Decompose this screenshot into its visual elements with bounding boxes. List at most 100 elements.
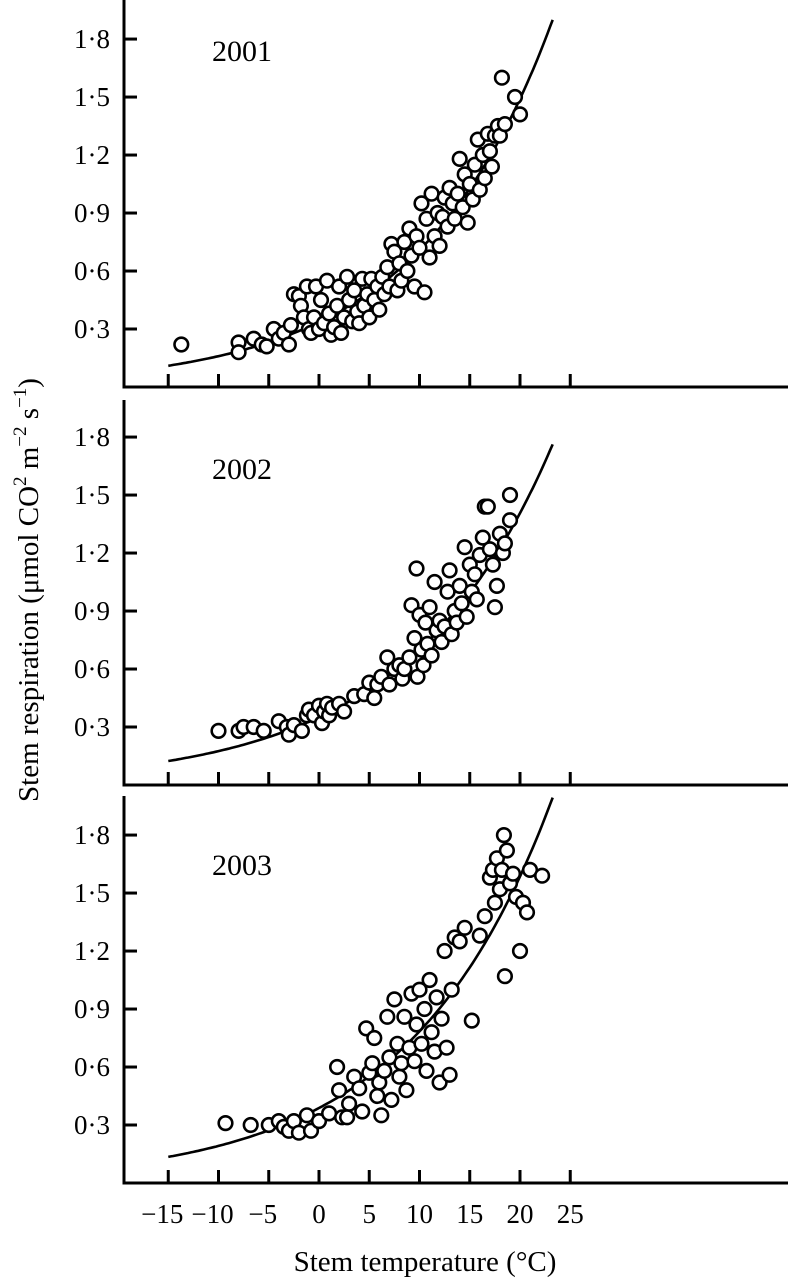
- data-point: [423, 185, 440, 202]
- y-tick-label: 0·6: [74, 256, 110, 286]
- axis-lines: [122, 796, 788, 1185]
- data-point: [484, 556, 502, 573]
- y-tick-label: 1·2: [74, 936, 110, 966]
- data-point: [398, 1082, 415, 1099]
- data-point: [255, 722, 272, 740]
- data-point: [501, 486, 519, 504]
- data-point: [441, 1066, 458, 1083]
- data-point: [428, 989, 445, 1006]
- data-point: [376, 1062, 393, 1079]
- data-point: [511, 106, 529, 123]
- data-point: [391, 1068, 408, 1085]
- data-point: [331, 1082, 348, 1099]
- data-point: [408, 560, 425, 577]
- data-point: [471, 927, 488, 944]
- x-tick-label: −10: [191, 1199, 233, 1229]
- y-tick-label: 1·8: [74, 422, 110, 452]
- x-tick-label: 5: [363, 1199, 377, 1229]
- data-point: [339, 1109, 356, 1126]
- data-point: [453, 595, 470, 612]
- data-point: [406, 629, 423, 647]
- y-tick-label: 0·3: [74, 314, 110, 344]
- data-point: [433, 1010, 450, 1027]
- panel-year-label: 2002: [212, 453, 272, 486]
- axis-lines: [122, 0, 788, 389]
- data-point: [293, 722, 311, 740]
- data-point: [408, 1016, 425, 1033]
- data-point: [533, 867, 551, 884]
- panel-2003: 0·3 0·6 0·9 1·2 1·5 1·8 2003: [74, 796, 788, 1185]
- data-point: [511, 942, 529, 960]
- panel-year-label: 2003: [212, 849, 272, 882]
- data-point: [488, 577, 506, 595]
- data-point: [379, 1008, 396, 1025]
- data-point: [456, 539, 473, 556]
- y-tick-label: 1·5: [74, 82, 110, 112]
- x-tick-label: 20: [507, 1199, 534, 1229]
- data-point: [366, 689, 383, 707]
- data-point: [458, 608, 475, 625]
- data-point: [441, 562, 458, 579]
- x-tick-label: 10: [406, 1199, 433, 1229]
- panels: 0·3 0·6 0·9 1·2 1·5 1·8 2001 0·3 0·6 0·9 1·2 1·5 1·8…: [74, 0, 788, 1185]
- data-point: [411, 239, 428, 256]
- data-point: [339, 268, 356, 285]
- data-point: [476, 170, 493, 187]
- y-tick-label: 1·8: [74, 820, 110, 850]
- y-tick-label: 0·9: [74, 994, 110, 1024]
- data-point: [459, 214, 476, 231]
- data-point: [479, 498, 496, 515]
- y-tick-label: 0·6: [74, 654, 110, 684]
- data-point: [396, 1008, 413, 1025]
- data-points: [217, 826, 551, 1141]
- data-point: [421, 249, 438, 266]
- data-point: [518, 904, 536, 921]
- data-point: [486, 599, 504, 616]
- data-point: [476, 908, 493, 925]
- data-point: [421, 971, 438, 989]
- data-point: [466, 566, 483, 583]
- data-point: [399, 262, 416, 280]
- data-point: [258, 338, 275, 355]
- data-point: [341, 1095, 358, 1112]
- data-point: [413, 195, 430, 212]
- data-point: [468, 591, 485, 608]
- data-point: [495, 826, 513, 844]
- data-point: [242, 1116, 259, 1134]
- data-point: [351, 1080, 368, 1097]
- data-point: [421, 599, 438, 616]
- data-point: [173, 336, 190, 353]
- data-point: [366, 1029, 383, 1047]
- y-tick-label: 0·3: [74, 712, 110, 742]
- data-point: [463, 1012, 480, 1029]
- data-point: [504, 865, 522, 882]
- x-axis-tick-labels: −15 −10 −5 0 5 10 15 20 25: [141, 1199, 584, 1229]
- data-point: [386, 991, 403, 1008]
- data-point: [451, 933, 468, 950]
- data-point: [230, 344, 247, 361]
- data-point: [423, 647, 440, 664]
- data-point: [280, 336, 298, 353]
- data-point: [393, 1055, 410, 1072]
- data-point: [431, 237, 448, 254]
- data-point: [456, 919, 473, 936]
- data-point: [496, 115, 514, 133]
- x-axis-title: Stem temperature (°C): [294, 1246, 557, 1278]
- y-tick-label: 0·9: [74, 198, 110, 228]
- data-point: [483, 158, 501, 175]
- data-point: [210, 722, 227, 740]
- y-tick-label: 1·5: [74, 480, 110, 510]
- data-point: [329, 1058, 346, 1076]
- axis-lines: [122, 400, 788, 787]
- data-points: [210, 486, 519, 743]
- y-tick-label: 0·9: [74, 596, 110, 626]
- data-point: [506, 88, 524, 106]
- data-point: [217, 1114, 234, 1132]
- data-point: [418, 1062, 435, 1079]
- panel-2002: 0·3 0·6 0·9 1·2 1·5 1·8 2002: [74, 400, 788, 787]
- y-tick-label: 1·2: [74, 538, 110, 568]
- data-point: [443, 981, 460, 998]
- data-point: [379, 649, 396, 666]
- data-point: [413, 1035, 430, 1052]
